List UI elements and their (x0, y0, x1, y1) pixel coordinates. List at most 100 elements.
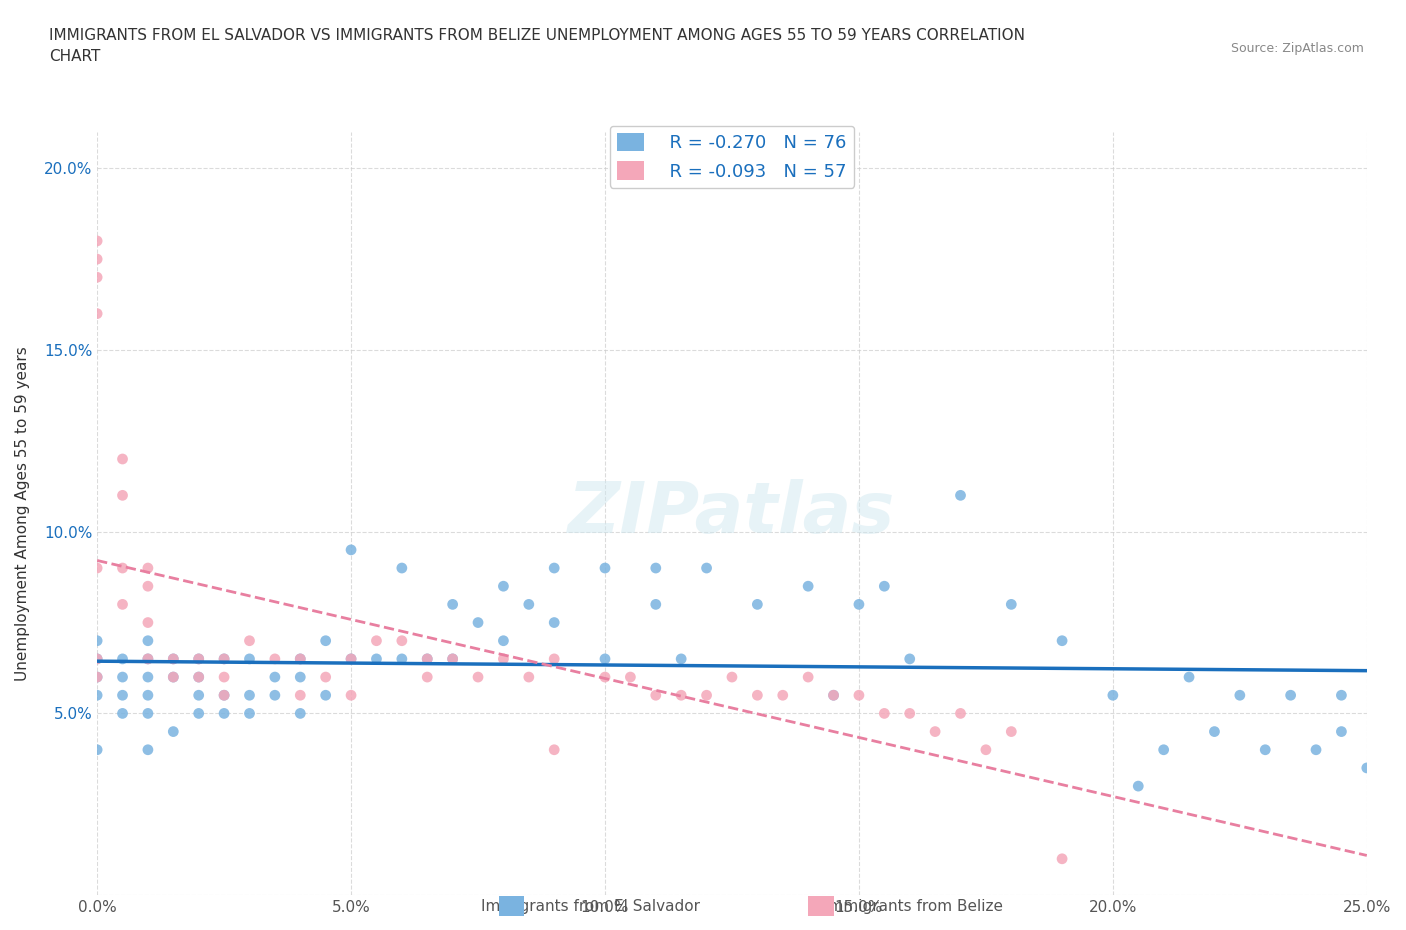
Point (823, 688, 845, 703)
Point (86, 651, 108, 666)
Point (315, 633, 337, 648)
Point (391, 561, 413, 576)
Point (949, 706, 972, 721)
Point (441, 597, 464, 612)
Point (136, 706, 159, 721)
Point (264, 688, 287, 703)
Point (340, 651, 363, 666)
Point (391, 633, 413, 648)
Point (86, 670, 108, 684)
Point (644, 597, 666, 612)
Point (543, 615, 565, 630)
Point (1178, 670, 1201, 684)
Point (696, 561, 718, 576)
Point (86, 670, 108, 684)
Point (264, 651, 287, 666)
Point (543, 651, 565, 666)
Point (187, 688, 209, 703)
Point (162, 670, 184, 684)
Point (238, 651, 260, 666)
Point (1305, 742, 1327, 757)
Point (1050, 633, 1073, 648)
Point (136, 742, 159, 757)
Point (593, 670, 616, 684)
Point (187, 670, 209, 684)
Point (187, 670, 209, 684)
Point (212, 706, 235, 721)
Point (1204, 724, 1226, 739)
Point (111, 452, 134, 467)
Point (669, 651, 692, 666)
Point (162, 651, 184, 666)
Point (162, 651, 184, 666)
Legend:   R = -0.270   N = 76,   R = -0.093   N = 57: R = -0.270 N = 76, R = -0.093 N = 57 (610, 126, 855, 188)
Point (898, 651, 921, 666)
Point (1128, 778, 1150, 793)
Point (391, 651, 413, 666)
Point (644, 688, 666, 703)
Point (848, 597, 870, 612)
Point (136, 578, 159, 593)
Point (136, 561, 159, 576)
Point (238, 633, 260, 648)
Point (974, 742, 997, 757)
Point (162, 724, 184, 739)
Point (873, 706, 896, 721)
Point (416, 670, 439, 684)
Point (290, 706, 312, 721)
Point (644, 561, 666, 576)
Point (1279, 688, 1302, 703)
Point (212, 688, 235, 703)
Point (340, 542, 363, 557)
Point (543, 561, 565, 576)
Point (873, 578, 896, 593)
Point (593, 651, 616, 666)
Point (823, 688, 845, 703)
Point (264, 670, 287, 684)
Point (517, 597, 540, 612)
Point (187, 651, 209, 666)
Point (340, 688, 363, 703)
Point (517, 670, 540, 684)
Point (772, 688, 794, 703)
Point (467, 615, 489, 630)
Point (212, 651, 235, 666)
Point (136, 615, 159, 630)
Text: Immigrants from El Salvador: Immigrants from El Salvador (481, 899, 700, 914)
Point (187, 706, 209, 721)
Point (898, 706, 921, 721)
Point (1254, 742, 1277, 757)
Point (669, 688, 692, 703)
Point (416, 651, 439, 666)
Point (416, 651, 439, 666)
Point (111, 597, 134, 612)
Point (721, 670, 744, 684)
Point (1229, 688, 1251, 703)
Point (86, 651, 108, 666)
Point (86, 270, 108, 285)
Point (86, 633, 108, 648)
Point (212, 651, 235, 666)
Point (1000, 597, 1022, 612)
Text: IMMIGRANTS FROM EL SALVADOR VS IMMIGRANTS FROM BELIZE UNEMPLOYMENT AMONG AGES 55: IMMIGRANTS FROM EL SALVADOR VS IMMIGRANT… (49, 28, 1025, 64)
Point (111, 488, 134, 503)
Point (1330, 724, 1353, 739)
Point (238, 688, 260, 703)
Point (441, 651, 464, 666)
Point (290, 688, 312, 703)
Point (848, 688, 870, 703)
Point (86, 561, 108, 576)
Point (212, 688, 235, 703)
Point (136, 633, 159, 648)
Point (136, 670, 159, 684)
Y-axis label: Unemployment Among Ages 55 to 59 years: Unemployment Among Ages 55 to 59 years (15, 346, 30, 681)
Point (315, 670, 337, 684)
Point (492, 578, 515, 593)
Point (441, 651, 464, 666)
Point (619, 670, 641, 684)
Point (1050, 851, 1073, 866)
Point (86, 688, 108, 703)
Point (111, 561, 134, 576)
Point (111, 651, 134, 666)
Point (696, 688, 718, 703)
